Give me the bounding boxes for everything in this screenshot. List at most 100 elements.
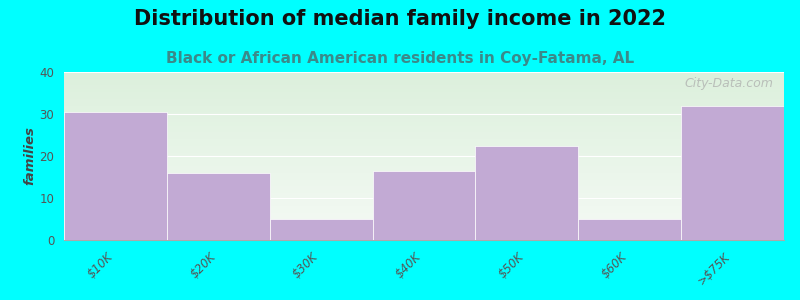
Bar — [64, 114, 784, 115]
Bar — [64, 90, 784, 91]
Bar — [64, 134, 784, 135]
Bar — [64, 232, 784, 233]
Bar — [64, 85, 784, 86]
Bar — [64, 100, 784, 101]
Bar — [64, 175, 784, 176]
Bar — [64, 125, 784, 126]
Bar — [270, 219, 373, 240]
Bar — [64, 190, 784, 191]
Bar — [64, 195, 784, 196]
Bar — [64, 180, 784, 181]
Bar — [64, 211, 784, 212]
Bar — [64, 182, 784, 183]
Bar — [64, 187, 784, 188]
Bar — [64, 207, 784, 208]
Bar — [64, 227, 784, 228]
Bar — [64, 239, 784, 240]
Bar — [64, 152, 784, 153]
Bar — [64, 99, 784, 100]
Bar — [64, 92, 784, 93]
Bar — [64, 113, 784, 114]
Bar — [64, 209, 784, 210]
Bar — [64, 72, 784, 73]
Bar — [64, 93, 784, 94]
Bar — [64, 148, 784, 149]
Bar — [64, 225, 784, 226]
Bar — [64, 143, 784, 144]
Bar — [64, 216, 784, 217]
Bar — [64, 204, 784, 205]
Bar — [64, 200, 784, 201]
Bar — [64, 230, 784, 231]
Bar — [64, 156, 784, 157]
Bar — [64, 115, 784, 116]
Bar — [64, 168, 784, 169]
Bar — [64, 162, 784, 163]
Bar — [64, 135, 784, 136]
Bar — [64, 119, 784, 120]
Bar — [64, 208, 784, 209]
Bar — [681, 106, 784, 240]
Bar — [64, 155, 784, 156]
Bar — [64, 144, 784, 145]
Bar — [64, 85, 784, 86]
Bar — [64, 184, 784, 185]
Bar — [64, 217, 784, 218]
Bar — [64, 96, 784, 97]
Bar — [64, 133, 784, 134]
Bar — [64, 174, 784, 175]
Bar — [64, 159, 784, 160]
Bar — [64, 197, 784, 198]
Bar — [64, 118, 784, 119]
Bar — [64, 105, 784, 106]
Bar — [64, 120, 784, 121]
Bar — [64, 188, 784, 189]
Bar — [64, 222, 784, 223]
Bar — [167, 173, 270, 240]
Bar — [64, 151, 784, 152]
Bar — [64, 161, 784, 162]
Bar — [64, 183, 784, 184]
Bar — [64, 220, 784, 221]
Text: Distribution of median family income in 2022: Distribution of median family income in … — [134, 9, 666, 29]
Bar — [64, 202, 784, 203]
Bar — [64, 141, 784, 142]
Bar — [64, 231, 784, 232]
Bar — [64, 235, 784, 236]
Bar — [64, 206, 784, 207]
Bar — [64, 75, 784, 76]
Bar — [64, 193, 784, 194]
Bar — [64, 198, 784, 199]
Bar — [64, 214, 784, 215]
Bar — [64, 203, 784, 204]
Bar — [64, 150, 784, 151]
Bar — [64, 77, 784, 78]
Bar — [64, 218, 784, 219]
Bar — [64, 87, 784, 88]
Bar — [475, 146, 578, 240]
Bar — [64, 132, 784, 133]
Bar — [64, 238, 784, 239]
Bar — [64, 80, 784, 81]
Bar — [64, 212, 784, 213]
Bar — [64, 129, 784, 130]
Bar — [64, 74, 784, 75]
Bar — [64, 106, 784, 107]
Bar — [64, 165, 784, 166]
Bar — [64, 199, 784, 200]
Bar — [64, 171, 784, 172]
Bar — [64, 228, 784, 229]
Bar — [64, 109, 784, 110]
Bar — [64, 229, 784, 230]
Bar — [64, 131, 784, 132]
Bar — [64, 145, 784, 146]
Bar — [64, 210, 784, 211]
Bar — [64, 189, 784, 190]
Bar — [64, 97, 784, 98]
Bar — [64, 73, 784, 74]
Bar — [64, 179, 784, 180]
Bar — [64, 94, 784, 95]
Bar — [64, 192, 784, 193]
Bar — [64, 224, 784, 225]
Bar — [64, 169, 784, 170]
